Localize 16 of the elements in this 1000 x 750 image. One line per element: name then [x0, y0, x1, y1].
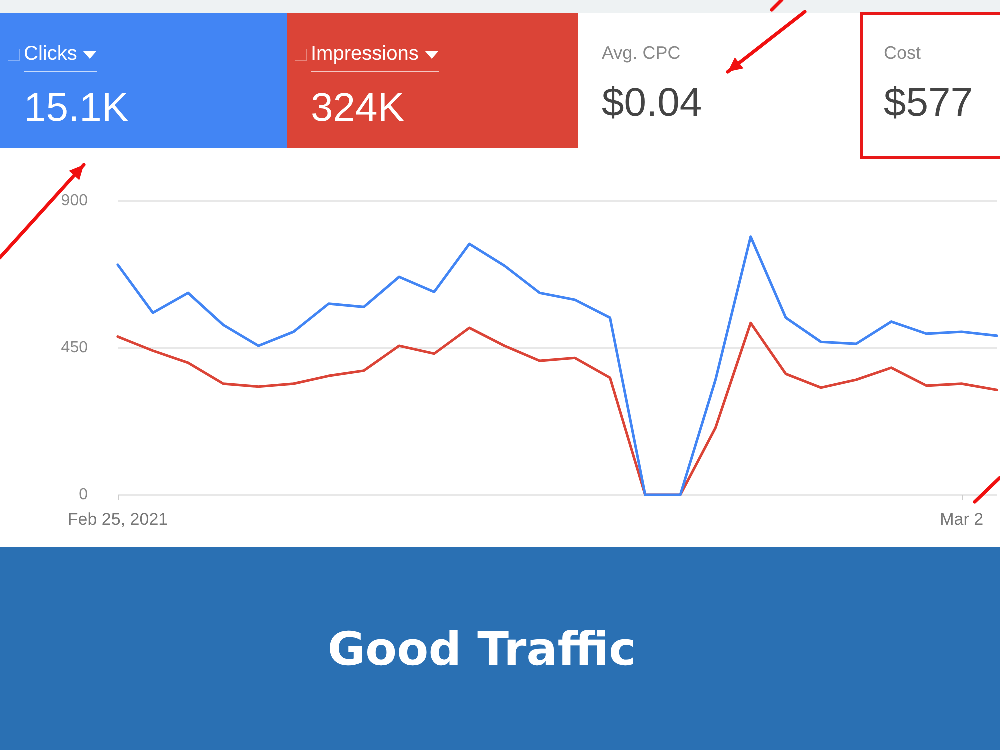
text: $0.04 [602, 81, 704, 126]
line-series [116, 322, 998, 496]
legend-label: Impressions [311, 43, 419, 65]
text: $577 [884, 81, 974, 126]
y-tick-label: 900 [61, 192, 88, 210]
x-tick-label: Mar 2 [940, 510, 984, 529]
text: Avg. CPC [602, 43, 681, 65]
y-tick-label: 0 [79, 486, 88, 504]
text: Cost [884, 43, 922, 65]
line-series [116, 236, 998, 496]
text: 15.1K [24, 86, 130, 131]
x-tick-label: Feb 25, 2021 [68, 510, 168, 529]
legend-label: Clicks [24, 43, 78, 65]
text: Good Traffic [328, 622, 636, 676]
y-tick-label: 450 [61, 340, 88, 356]
text: 324K [311, 86, 406, 131]
